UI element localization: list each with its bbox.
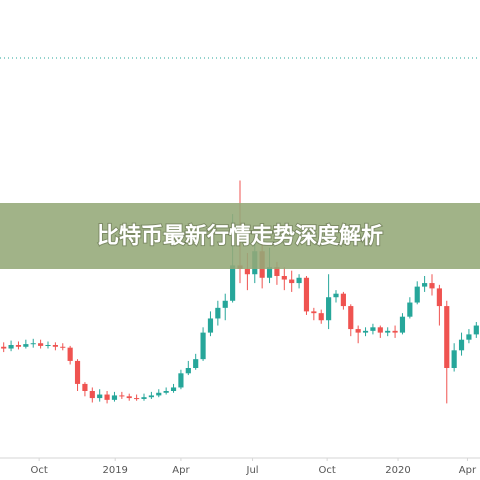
candle-body (23, 344, 29, 347)
candle-body (244, 268, 250, 275)
candle-body (362, 330, 369, 333)
candle-body (444, 306, 450, 368)
candle-body (215, 307, 221, 319)
candle-body (67, 347, 73, 361)
candle-body (193, 359, 199, 368)
candle-body (119, 395, 125, 397)
candle-body (45, 345, 51, 346)
candle-body (326, 297, 332, 321)
candle-body (111, 395, 118, 400)
x-tick-label: 2019 (102, 465, 127, 476)
candle-body (52, 345, 58, 347)
candle-body (340, 293, 346, 307)
candle-body (266, 267, 273, 278)
candle-body (148, 395, 154, 398)
candle-body (38, 343, 44, 346)
candle-body (473, 325, 479, 335)
chart-title: 比特币最新行情走势深度解析 (97, 223, 383, 249)
candle-body (422, 283, 428, 287)
candle-body (170, 387, 177, 391)
candle-body (466, 334, 472, 340)
candle-body (15, 345, 22, 347)
candle-body (1, 346, 7, 349)
candle-body (104, 394, 110, 400)
candle-body (126, 396, 132, 399)
candle-body (274, 267, 280, 276)
candle-body (185, 368, 191, 374)
candle-body (429, 283, 435, 289)
x-tick-label: Apr (459, 465, 477, 476)
candle-body (141, 397, 147, 399)
candle-body (296, 277, 302, 284)
candle-body (89, 391, 95, 399)
candle-body (348, 306, 354, 330)
candle-body (436, 288, 442, 307)
candle-body (303, 277, 310, 312)
candle-body (407, 302, 413, 317)
candle-body (30, 343, 36, 345)
candle-body (414, 286, 420, 303)
candle-body (370, 327, 376, 331)
candle-body (156, 392, 162, 396)
candle-body (97, 394, 103, 399)
candle-body (230, 265, 236, 301)
candle-body (82, 383, 88, 391)
candle-body (163, 391, 169, 393)
x-tick-label: Apr (172, 465, 190, 476)
candle-body (207, 318, 214, 333)
x-tick-label: 2020 (385, 465, 410, 476)
candle-body (289, 279, 295, 284)
title-banner (0, 203, 480, 269)
x-ticks: Oct 2019 Apr Jul Oct 2020 Apr (30, 458, 477, 476)
x-tick-label: Oct (318, 465, 335, 476)
candle-body (8, 345, 14, 349)
candle-body (134, 398, 140, 400)
candle-body (385, 330, 391, 333)
candle-body (318, 313, 324, 321)
candle-body (200, 332, 206, 360)
candle-body (281, 276, 287, 280)
candle-body (60, 346, 66, 348)
candle-body (222, 300, 228, 308)
candle-body (74, 360, 81, 384)
candle-body (311, 311, 317, 314)
candle-body (355, 329, 361, 333)
candle-body (333, 293, 339, 298)
candle-body (458, 339, 465, 351)
candle-body (399, 316, 406, 333)
x-tick-label: Oct (30, 465, 47, 476)
candle-body (377, 327, 383, 333)
candle-body (392, 330, 398, 333)
candle-body (451, 350, 457, 368)
x-tick-label: Jul (246, 465, 259, 476)
candle-body (178, 373, 184, 388)
